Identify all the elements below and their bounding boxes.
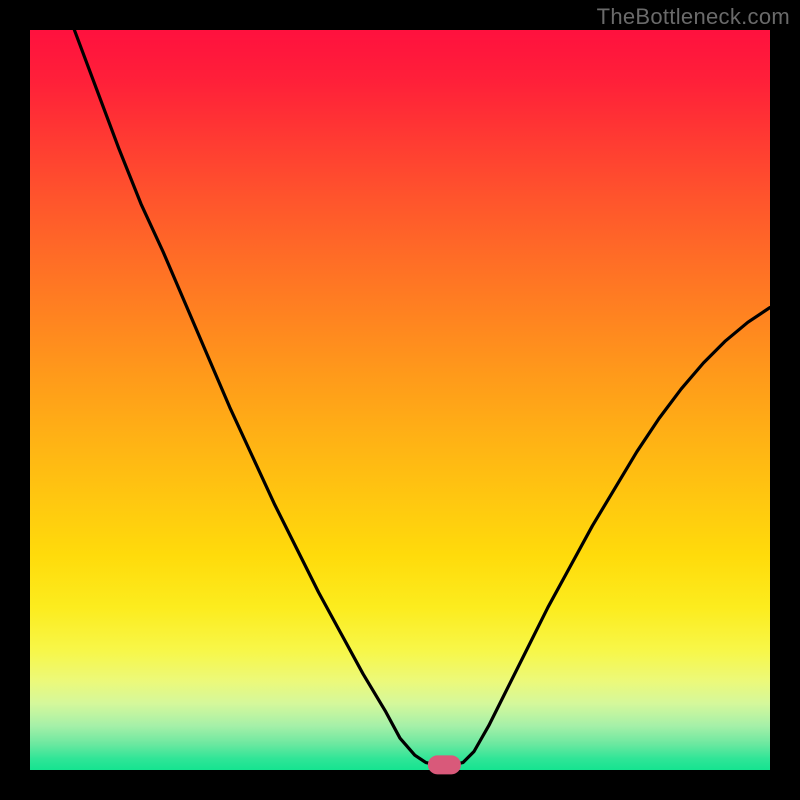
chart-container: TheBottleneck.com <box>0 0 800 800</box>
chart-svg <box>0 0 800 800</box>
plot-area <box>30 30 770 770</box>
optimal-marker <box>428 756 460 774</box>
